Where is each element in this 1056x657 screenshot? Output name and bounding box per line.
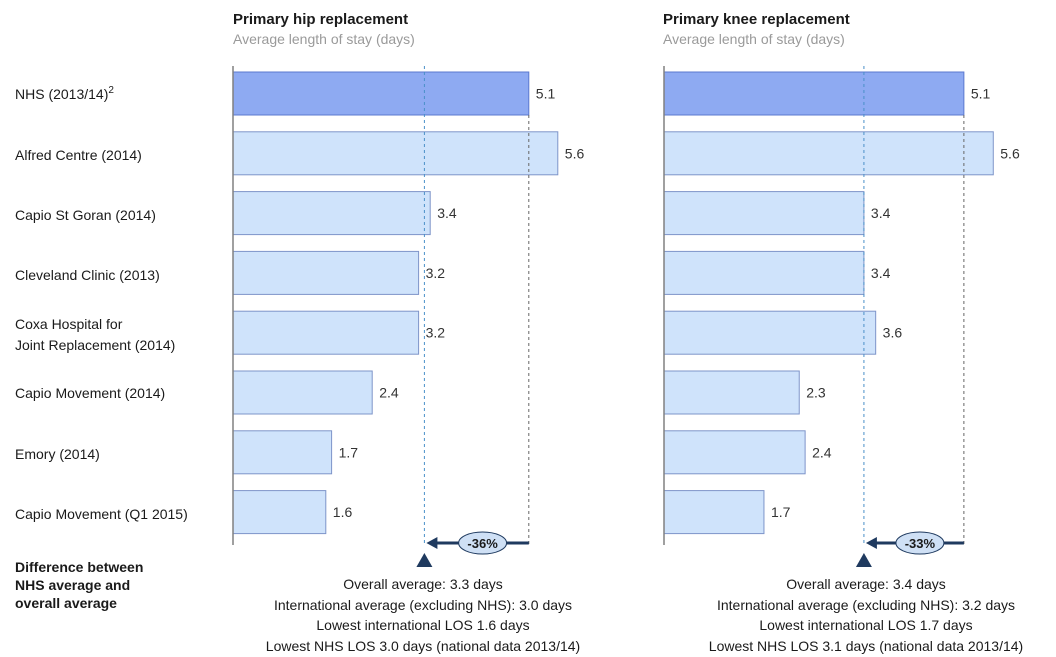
knee-summary-line3: Lowest international LOS 1.7 days (759, 617, 972, 633)
knee-chart-title: Primary knee replacement (663, 11, 850, 28)
knee-bar-4 (663, 310, 877, 355)
knee-value-label-4: 3.6 (883, 325, 903, 341)
row-label-capio-movement-q1: Capio Movement (Q1 2015) (15, 506, 188, 522)
knee-bar-6 (663, 430, 806, 475)
hip-value-label-0: 5.1 (536, 86, 556, 102)
hip-summary-line2: International average (excluding NHS): 3… (274, 597, 572, 613)
knee-difference-badge (895, 531, 945, 555)
knee-bars: 5.1 5.6 3.4 3.4 3.6 2.3 2.4 1.7 -33% (663, 66, 1020, 567)
row-label-nhs: NHS (2013/14)2 (15, 85, 114, 102)
knee-panel: Primary knee replacement Average length … (663, 11, 1023, 654)
hip-average-marker (416, 553, 433, 567)
hip-chart-subtitle: Average length of stay (days) (233, 31, 415, 47)
row-label-alfred: Alfred Centre (2014) (15, 147, 142, 163)
hip-bar-6 (232, 430, 333, 475)
hip-difference-label: -36% (467, 536, 498, 551)
hip-difference-badge (458, 531, 508, 555)
hip-value-label-1: 5.6 (565, 145, 585, 161)
hip-summary-line3: Lowest international LOS 1.6 days (316, 617, 529, 633)
hip-panel: Primary hip replacement Average length o… (232, 11, 585, 654)
hip-value-label-7: 1.6 (333, 504, 353, 520)
difference-note-line1: Difference between (15, 559, 143, 575)
hip-summary-line4: Lowest NHS LOS 3.0 days (national data 2… (266, 638, 580, 654)
knee-bar-3 (663, 250, 865, 295)
row-labels: NHS (2013/14)2 Alfred Centre (2014) Capi… (15, 85, 188, 522)
row-label-cleveland: Cleveland Clinic (2013) (15, 267, 160, 283)
knee-summary-line1: Overall average: 3.4 days (786, 576, 946, 592)
difference-note-line3: overall average (15, 595, 117, 611)
knee-value-label-3: 3.4 (871, 265, 891, 281)
knee-difference-label: -33% (905, 536, 936, 551)
knee-value-label-1: 5.6 (1000, 145, 1020, 161)
knee-value-label-2: 3.4 (871, 205, 891, 221)
knee-difference-arrowhead (865, 537, 877, 549)
difference-note: Difference between NHS average and overa… (15, 559, 143, 611)
hip-value-label-2: 3.4 (437, 205, 457, 221)
hip-value-label-5: 2.4 (379, 385, 399, 401)
hip-summary-line1: Overall average: 3.3 days (343, 576, 503, 592)
hip-bar-2 (232, 191, 431, 236)
hip-summary: Overall average: 3.3 days International … (266, 576, 580, 654)
row-label-capio-movement: Capio Movement (2014) (15, 385, 165, 401)
knee-value-label-7: 1.7 (771, 504, 791, 520)
row-label-coxa-line1: Coxa Hospital for (15, 316, 123, 332)
hip-value-label-4: 3.2 (426, 325, 446, 341)
hip-bar-4 (232, 310, 420, 355)
knee-bar-1 (663, 131, 994, 176)
difference-note-line2: NHS average and (15, 577, 130, 593)
knee-bar-7 (663, 490, 765, 535)
knee-chart-subtitle: Average length of stay (days) (663, 31, 845, 47)
hip-value-label-6: 1.7 (339, 444, 359, 460)
knee-bar-2 (663, 191, 865, 236)
hip-chart-title: Primary hip replacement (233, 11, 408, 28)
knee-summary-line4: Lowest NHS LOS 3.1 days (national data 2… (709, 638, 1023, 654)
hip-bar-3 (232, 250, 420, 295)
knee-bar-0 (663, 71, 965, 116)
knee-value-label-5: 2.3 (806, 385, 826, 401)
knee-value-label-0: 5.1 (971, 86, 991, 102)
hip-bar-0 (232, 71, 530, 116)
hip-bars: 5.1 5.6 3.4 3.2 3.2 2.4 1.7 1.6 -36% (232, 66, 585, 567)
hip-bar-1 (232, 131, 559, 176)
knee-bar-5 (663, 370, 800, 415)
row-label-coxa-line2: Joint Replacement (2014) (15, 337, 175, 353)
knee-summary-line2: International average (excluding NHS): 3… (717, 597, 1015, 613)
hip-bar-5 (232, 370, 373, 415)
knee-average-marker (855, 553, 872, 567)
knee-value-label-6: 2.4 (812, 444, 832, 460)
hip-value-label-3: 3.2 (426, 265, 446, 281)
row-label-emory: Emory (2014) (15, 446, 100, 462)
hip-difference-arrowhead (426, 537, 438, 549)
row-label-capio-st-goran: Capio St Goran (2014) (15, 207, 156, 223)
knee-summary: Overall average: 3.4 days International … (709, 576, 1023, 654)
hip-bar-7 (232, 490, 327, 535)
